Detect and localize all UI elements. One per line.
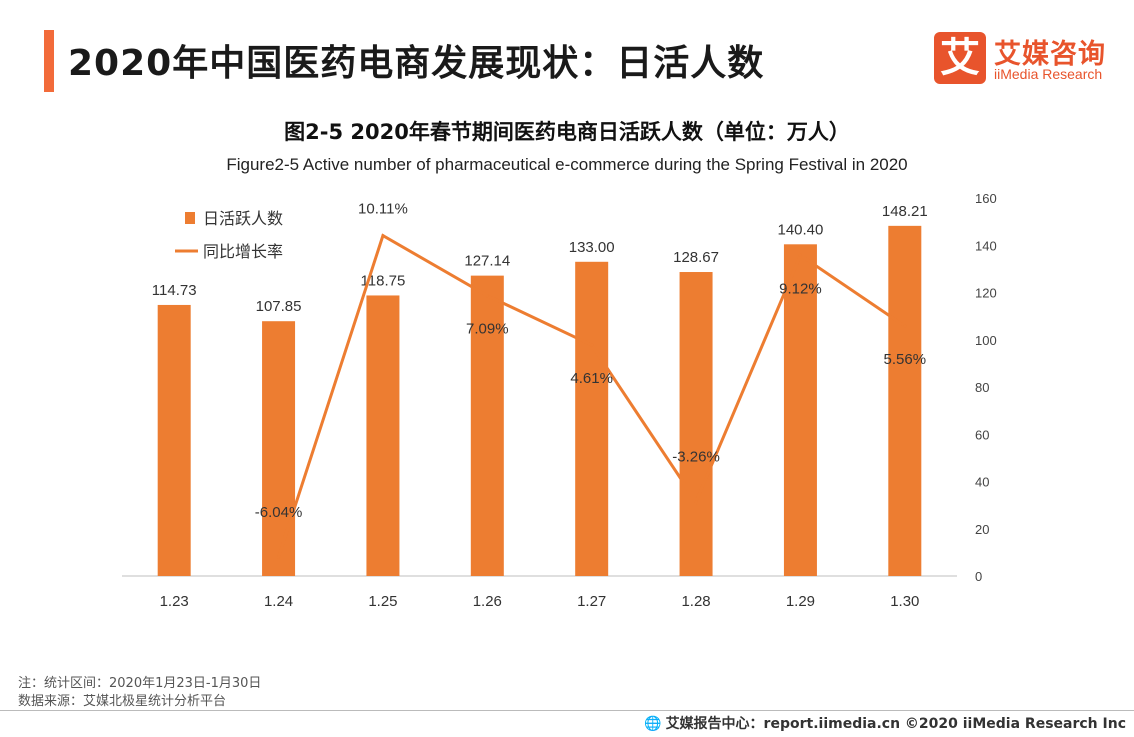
growth-rate-point [590,343,594,347]
bar [262,321,296,576]
x-axis-tick-label: 1.29 [786,593,815,610]
x-axis-tick-label: 1.24 [264,593,293,610]
bar [470,275,504,576]
x-axis-tick-label: 1.26 [473,593,502,610]
globe-icon: 🌐 [644,716,662,732]
right-axis-tick-label: 140 [975,238,997,253]
legend-line-label: 同比增长率 [203,242,283,261]
bar-value-label: 127.14 [464,253,510,270]
bar-value-label: 128.67 [673,249,719,266]
bar [157,304,191,576]
logo-mark: 艾 [934,32,986,84]
bar [679,272,713,576]
footer-divider [0,710,1134,711]
note-source: 数据来源：艾媒北极星统计分析平台 [18,694,227,709]
x-axis-tick-label: 1.27 [577,593,606,610]
bar-value-label: 133.00 [569,239,615,256]
chart-subtitle: Figure2-5 Active number of pharmaceutica… [226,155,908,174]
growth-rate-point [694,500,698,504]
growth-rate-point [485,294,489,298]
growth-rate-label: 9.12% [779,280,822,297]
x-axis-tick-label: 1.25 [368,593,397,610]
right-axis-tick-label: 60 [975,427,989,442]
chart-title: 图2-5 2020年春节期间医药电商日活跃人数（单位：万人） [284,120,850,144]
right-axis-tick-label: 40 [975,475,989,490]
legend-bar-swatch [185,212,195,224]
growth-rate-label: -6.04% [255,504,303,521]
legend-bar-label: 日活跃人数 [203,209,283,228]
bar [366,295,400,576]
growth-rate-label: 4.61% [570,370,613,387]
right-axis-tick-label: 160 [975,191,997,206]
bar [888,225,922,576]
right-axis-tick-label: 20 [975,522,989,537]
right-axis-tick-label: 100 [975,333,997,348]
right-axis-tick-label: 120 [975,286,997,301]
x-axis-tick-label: 1.23 [160,593,189,610]
note-range: 注：统计区间：2020年1月23日-1月30日 [18,676,262,691]
bar-value-label: 148.21 [882,203,928,220]
right-axis-tick-label: 0 [975,569,982,584]
bar [575,261,609,576]
bar-value-label: 118.75 [361,272,406,289]
x-axis-tick-label: 1.28 [681,593,710,610]
bar [783,244,817,576]
footer-text: 艾媒报告中心：report.iimedia.cn ©2020 iiMedia R… [665,716,1126,732]
growth-rate-point [798,253,802,257]
x-axis-tick-label: 1.30 [890,593,919,610]
bar-value-label: 107.85 [256,298,302,315]
bar-value-label: 114.73 [152,282,197,299]
growth-rate-point [381,234,385,238]
right-axis-tick-label: 80 [975,380,989,395]
title-accent-bar [44,30,54,92]
growth-rate-label: 7.09% [466,321,509,338]
page-title: 2020年中国医药电商发展现状：日活人数 [68,43,765,84]
growth-rate-label: -3.26% [672,449,720,466]
growth-rate-point [277,555,281,559]
logo-chinese-text: 艾媒咨询 [994,39,1106,70]
bar-value-label: 140.40 [777,221,823,238]
logo-english-text: iiMedia Research [994,66,1103,82]
growth-rate-label: 5.56% [884,351,927,368]
iimedia-logo: 艾 艾媒咨询 iiMedia Research [934,32,1114,86]
growth-rate-point [903,324,907,328]
footer: 🌐 艾媒报告中心：report.iimedia.cn ©2020 iiMedia … [644,713,1126,733]
growth-rate-label: 10.11% [358,201,408,218]
